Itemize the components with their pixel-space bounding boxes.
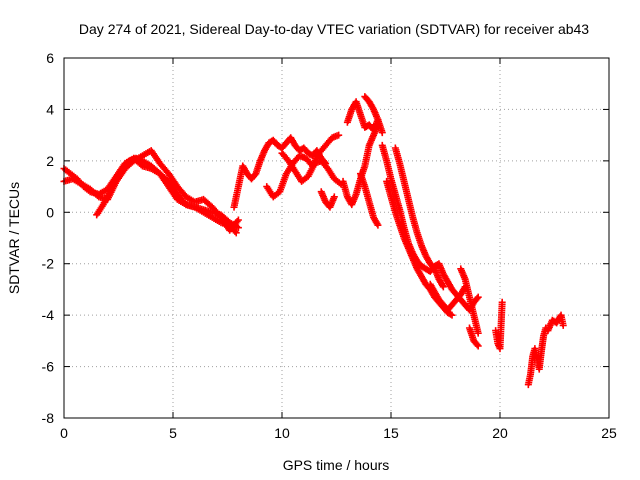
y-tick-label: 0 — [46, 204, 54, 220]
x-tick-label: 5 — [169, 425, 177, 441]
data-point — [335, 131, 343, 139]
y-tick-label: 6 — [46, 50, 54, 66]
series-arc-9 — [343, 98, 382, 134]
data-point — [233, 217, 241, 225]
data-point — [374, 221, 382, 229]
y-tick-label: 2 — [46, 153, 54, 169]
y-axis-title: SDTVAR / TECUs — [6, 182, 22, 294]
data-point — [447, 310, 455, 318]
series-arc-17 — [465, 324, 482, 350]
series-arc-18 — [492, 298, 506, 353]
series-arc-14 — [391, 144, 447, 291]
series-arc-16 — [457, 265, 482, 337]
series-arc-7 — [317, 188, 338, 211]
x-tick-label: 15 — [383, 425, 399, 441]
y-tick-label: -8 — [42, 410, 55, 426]
grid-lines — [64, 58, 609, 418]
data-point — [439, 283, 447, 291]
x-tick-label: 25 — [601, 425, 617, 441]
x-axis-title: GPS time / hours — [283, 457, 390, 473]
x-tick-label: 10 — [274, 425, 290, 441]
y-tick-label: -4 — [42, 307, 55, 323]
data-point — [498, 298, 506, 306]
series-arc-13 — [383, 177, 456, 319]
series-arc-11 — [356, 170, 382, 229]
series-arc-8 — [339, 121, 382, 209]
x-tick-label: 20 — [492, 425, 508, 441]
data-point — [473, 294, 481, 302]
data-point — [474, 293, 482, 301]
axis-ticks: 0 5 10 15 20 25 -8 -6 -4 -2 0 2 4 6 — [42, 50, 617, 441]
data-points — [60, 93, 567, 389]
data-point — [559, 321, 567, 329]
y-tick-label: -2 — [42, 256, 55, 272]
data-point — [234, 216, 242, 224]
data-point — [232, 229, 240, 237]
data-point — [474, 342, 482, 350]
chart-title: Day 274 of 2021, Sidereal Day-to-day VTE… — [79, 21, 589, 37]
series-arc-10 — [361, 93, 386, 137]
y-tick-label: -6 — [42, 359, 55, 375]
data-point — [474, 329, 482, 337]
series-arc-6 — [278, 149, 345, 188]
data-point — [234, 224, 242, 232]
data-point — [473, 341, 481, 349]
y-tick-label: 4 — [46, 101, 54, 117]
series-arc-20 — [544, 311, 567, 335]
data-point — [378, 129, 386, 137]
x-tick-label: 0 — [60, 425, 68, 441]
series-arc-4 — [230, 134, 330, 211]
series-arc-19 — [524, 324, 550, 389]
plot-frame — [63, 57, 610, 419]
data-point — [330, 193, 338, 201]
data-point — [448, 311, 456, 319]
series-arc-3 — [93, 154, 240, 237]
series-arc-15 — [426, 280, 469, 314]
series-arc-5 — [263, 131, 343, 201]
